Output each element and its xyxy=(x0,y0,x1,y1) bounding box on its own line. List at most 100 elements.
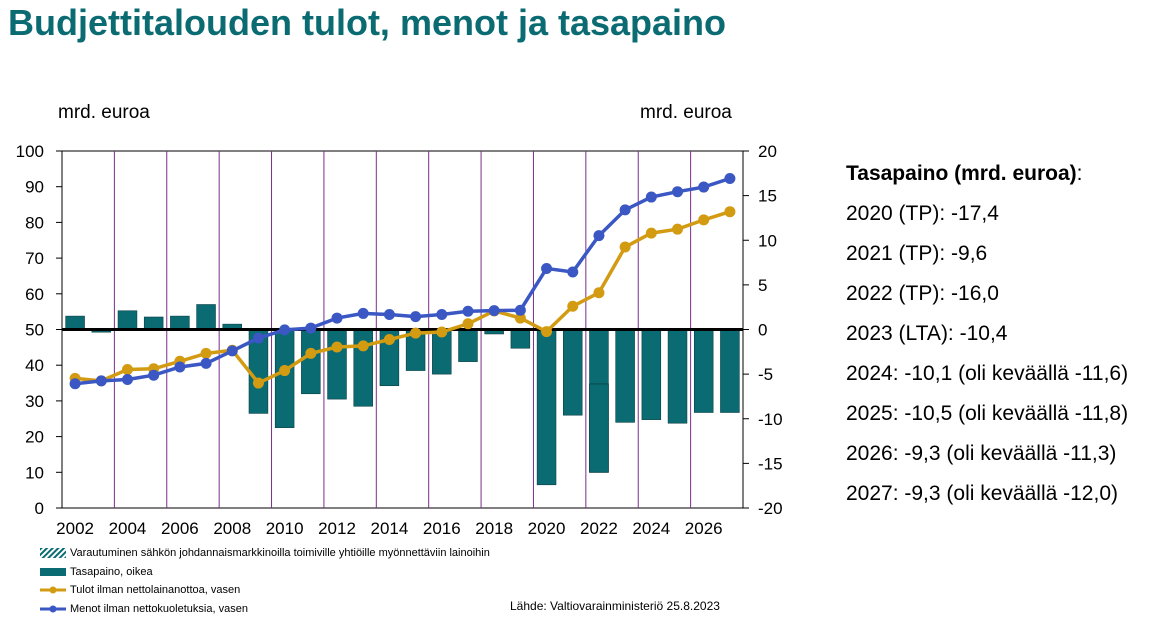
bar-balance-2026 xyxy=(694,330,713,413)
bar-balance-2006 xyxy=(170,316,189,329)
left-axis-tick-label: 10 xyxy=(25,463,44,482)
balance-line: 2020 (TP): -17,4 xyxy=(846,194,1128,234)
point-menot-2013 xyxy=(358,308,369,319)
point-tulot-2020 xyxy=(541,326,552,337)
point-tulot-2025 xyxy=(672,224,683,235)
balance-line: 2027: -9,3 (oli keväällä -12,0) xyxy=(846,474,1128,514)
left-axis-tick-label: 20 xyxy=(25,428,44,447)
point-menot-2007 xyxy=(201,358,212,369)
balance-heading-row: Tasapaino (mrd. euroa): xyxy=(846,154,1128,194)
bar-balance-2004 xyxy=(118,311,137,330)
x-axis-tick-label: 2002 xyxy=(56,519,94,538)
x-axis-tick-label: 2006 xyxy=(161,519,199,538)
point-menot-2012 xyxy=(332,313,343,324)
legend-key-bar xyxy=(40,567,66,577)
point-tulot-2022 xyxy=(593,287,604,298)
right-axis-tick-label: -15 xyxy=(758,454,783,473)
bar-balance-2027 xyxy=(720,330,739,413)
point-tulot-2024 xyxy=(646,228,657,239)
bar-balance-2012 xyxy=(328,330,347,400)
point-menot-2023 xyxy=(620,204,631,215)
balance-heading: Tasapaino (mrd. euroa) xyxy=(846,162,1077,185)
balance-line: 2023 (LTA): -10,4 xyxy=(846,314,1128,354)
point-tulot-2014 xyxy=(384,334,395,345)
point-menot-2009 xyxy=(253,333,264,344)
balance-line: 2026: -9,3 (oli keväällä -11,3) xyxy=(846,434,1128,474)
left-axis-tick-label: 30 xyxy=(25,392,44,411)
bar-balance-2025 xyxy=(668,330,687,424)
point-tulot-2027 xyxy=(724,206,735,217)
point-menot-2021 xyxy=(567,267,578,278)
right-axis-tick-label: 15 xyxy=(758,187,777,206)
point-menot-2016 xyxy=(436,309,447,320)
point-menot-2022 xyxy=(593,230,604,241)
bar-balance-2002 xyxy=(66,316,85,329)
x-axis-tick-label: 2008 xyxy=(213,519,251,538)
source-note: Lähde: Valtiovarainministeriö 25.8.2023 xyxy=(510,599,720,613)
point-tulot-2015 xyxy=(410,328,421,339)
right-axis-tick-label: 20 xyxy=(758,142,777,161)
bar-balance-2024 xyxy=(642,330,661,420)
point-tulot-2017 xyxy=(462,318,473,329)
point-menot-2017 xyxy=(462,306,473,317)
point-tulot-2016 xyxy=(436,326,447,337)
legend-item-menot: Menot ilman nettokuoletuksia, vasen xyxy=(40,600,490,618)
x-axis-tick-label: 2010 xyxy=(266,519,304,538)
legend-item-bar: Tasapaino, oikea xyxy=(40,563,490,582)
balance-line: 2021 (TP): -9,6 xyxy=(846,234,1128,274)
right-axis-tick-label: 10 xyxy=(758,231,777,250)
point-tulot-2004 xyxy=(122,364,133,375)
point-menot-2027 xyxy=(724,173,735,184)
bar-balance-2011 xyxy=(301,330,320,394)
x-axis-tick-label: 2026 xyxy=(685,519,723,538)
point-tulot-2011 xyxy=(305,348,316,359)
point-tulot-2026 xyxy=(698,214,709,225)
point-tulot-2009 xyxy=(253,378,264,389)
left-axis-tick-label: 100 xyxy=(16,142,44,161)
left-axis-tick-label: 80 xyxy=(25,213,44,232)
bar-balance-2020 xyxy=(537,330,556,485)
legend: Varautuminen sähkön johdannaismarkkinoil… xyxy=(40,544,490,618)
left-axis-tick-label: 0 xyxy=(35,499,44,518)
left-axis-tick-label: 40 xyxy=(25,356,44,375)
left-axis-tick-label: 60 xyxy=(25,285,44,304)
legend-label: Tasapaino, oikea xyxy=(70,566,153,578)
x-axis-tick-label: 2020 xyxy=(528,519,566,538)
left-axis-tick-label: 70 xyxy=(25,249,44,268)
point-tulot-2010 xyxy=(279,365,290,376)
bar-balance-2010 xyxy=(275,330,294,428)
point-menot-2024 xyxy=(646,192,657,203)
point-tulot-2021 xyxy=(567,301,578,312)
x-axis-tick-label: 2018 xyxy=(475,519,513,538)
point-menot-2004 xyxy=(122,374,133,385)
legend-key-tulot xyxy=(40,585,66,595)
x-axis-tick-label: 2016 xyxy=(423,519,461,538)
bar-balance-2023 xyxy=(616,330,635,423)
point-menot-2015 xyxy=(410,311,421,322)
legend-item-tulot: Tulot ilman nettolainanottoa, vasen xyxy=(40,581,490,600)
bar-balance-2007 xyxy=(197,305,216,330)
x-axis-tick-label: 2024 xyxy=(632,519,670,538)
point-menot-2025 xyxy=(672,186,683,197)
right-axis-tick-label: -20 xyxy=(758,499,783,518)
point-tulot-2007 xyxy=(201,348,212,359)
point-menot-2008 xyxy=(227,345,238,356)
bar-balance-2017 xyxy=(459,330,478,362)
point-menot-2006 xyxy=(174,361,185,372)
legend-item-hatched: Varautuminen sähkön johdannaismarkkinoil… xyxy=(40,544,490,563)
point-tulot-2023 xyxy=(620,242,631,253)
legend-label: Tulot ilman nettolainanottoa, vasen xyxy=(70,584,240,596)
point-menot-2018 xyxy=(489,305,500,316)
right-axis-tick-label: 0 xyxy=(758,321,767,340)
balance-heading-suffix: : xyxy=(1077,162,1083,185)
x-axis-tick-label: 2004 xyxy=(109,519,147,538)
point-menot-2020 xyxy=(541,263,552,274)
point-tulot-2012 xyxy=(332,341,343,352)
point-menot-2002 xyxy=(70,378,81,389)
balance-panel: Tasapaino (mrd. euroa): 2020 (TP): -17,4… xyxy=(846,154,1128,514)
x-axis-tick-label: 2012 xyxy=(318,519,356,538)
bar-balance-2019 xyxy=(511,330,530,349)
point-menot-2003 xyxy=(96,375,107,386)
x-axis-tick-label: 2022 xyxy=(580,519,618,538)
bar-hatched-2022 xyxy=(590,384,609,472)
